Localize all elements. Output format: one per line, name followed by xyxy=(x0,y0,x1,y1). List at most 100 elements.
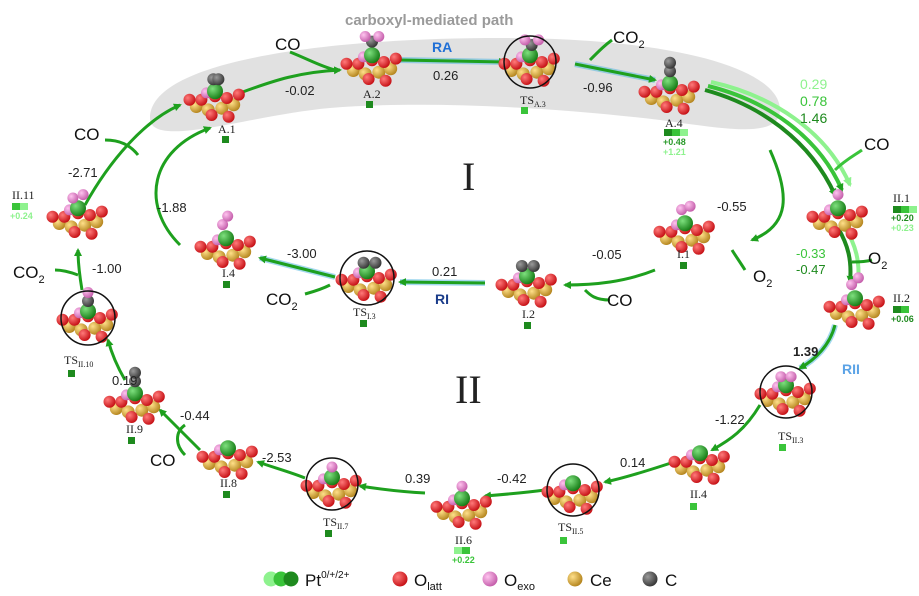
charge-ii1-a: +0.20 xyxy=(891,213,914,223)
marker-ii4 xyxy=(690,503,697,510)
legend-pt0-swatch xyxy=(283,571,299,587)
atom-o xyxy=(845,227,858,240)
atom-o xyxy=(677,102,690,115)
label-tsii10: TSII.10 xyxy=(64,353,93,369)
label-tsa3: TSA.3 xyxy=(520,93,546,109)
arrow-ii8-ii9 xyxy=(158,408,202,452)
atom-o xyxy=(776,403,789,415)
atom-o xyxy=(520,73,533,85)
atom-o xyxy=(340,57,353,70)
atom-e xyxy=(372,65,386,79)
marker-a4-2 xyxy=(680,129,688,136)
marker-ii11-0 xyxy=(12,203,20,210)
carboxyl-path-label: carboxyl-mediated path xyxy=(345,12,513,29)
atom-o xyxy=(705,454,718,466)
atom-e xyxy=(685,233,699,247)
atom-x xyxy=(456,480,468,492)
co-feed-a2 xyxy=(289,50,336,72)
atom-o xyxy=(675,84,688,96)
co2-label-ii10: CO2 xyxy=(13,263,45,286)
legend-pt: Pt0/+/2+ xyxy=(305,570,350,590)
atom-p xyxy=(522,47,538,64)
atom-o xyxy=(216,256,229,268)
legend-olatt-swatch xyxy=(392,571,408,587)
atom-o xyxy=(142,412,155,425)
atom-x xyxy=(217,219,229,231)
energy-ii6-ts7: 0.39 xyxy=(405,471,430,486)
ts-ii5-circle xyxy=(546,463,600,517)
energy-ts-a4: -0.96 xyxy=(583,80,613,95)
atom-o xyxy=(690,224,703,236)
atom-c xyxy=(527,260,540,272)
marker-tsii7 xyxy=(325,530,332,537)
charge-labels: +0.48 +1.21 +0.20 +0.23 +0.06 +0.22 +0.2… xyxy=(10,137,914,565)
atom-o xyxy=(580,502,593,515)
arrow-a2-tsa3-core xyxy=(399,57,507,66)
atom-o xyxy=(152,390,165,403)
atom-e xyxy=(786,395,800,409)
atom-p xyxy=(364,47,380,64)
atom-x xyxy=(359,31,371,42)
label-ii6: II.6 xyxy=(455,533,472,547)
energy-labels: -0.02 0.26 -0.96 0.29 0.78 1.46 -0.33 -0… xyxy=(68,68,827,486)
marker-tsii3 xyxy=(779,444,786,451)
atom-p xyxy=(565,475,581,492)
legend-oexo: Oexo xyxy=(504,571,535,591)
atom-o xyxy=(46,210,59,223)
cluster-ii6 xyxy=(430,480,492,530)
atom-o xyxy=(235,467,248,480)
co-feed-ii8 xyxy=(176,423,187,457)
atom-p xyxy=(80,303,96,320)
atom-o xyxy=(362,73,375,85)
marker-ii6-0 xyxy=(454,547,462,554)
co2-label-tsi3: CO2 xyxy=(266,290,298,313)
atom-o xyxy=(389,52,402,65)
atom-o xyxy=(860,299,873,311)
co-label-a1: CO xyxy=(74,125,100,144)
atom-o xyxy=(469,517,482,530)
atom-x xyxy=(832,189,844,201)
atom-o xyxy=(855,205,868,218)
atom-o xyxy=(828,226,841,238)
atom-c xyxy=(82,295,94,307)
marker-a4-1 xyxy=(672,129,680,136)
atom-o xyxy=(231,239,244,251)
marker-tsa3 xyxy=(521,107,528,114)
state-labels: A.1 A.2 TSA.3 A.4 I.1 I.2 TSI.3 I.4 II.1… xyxy=(12,87,910,547)
label-tsii3: TSII.3 xyxy=(778,429,803,445)
atom-p xyxy=(207,83,223,100)
o2-feed-ii2 xyxy=(851,258,873,264)
atom-x xyxy=(222,210,234,222)
arrow-ii11-a1 xyxy=(83,103,182,206)
ts-ii7-circle xyxy=(305,457,359,511)
label-a4: A.4 xyxy=(665,116,683,130)
atom-p xyxy=(692,445,708,462)
atom-o xyxy=(105,308,118,321)
label-ii8: II.8 xyxy=(220,476,237,490)
atom-e xyxy=(838,218,852,232)
co-label-i2: CO xyxy=(607,291,633,310)
atom-o xyxy=(653,225,666,238)
carboxyl-path-band xyxy=(150,38,780,132)
energy-ts7-ii8: -2.53 xyxy=(262,450,292,465)
atom-x xyxy=(77,189,89,201)
atom-x xyxy=(326,461,338,473)
atom-o xyxy=(430,500,443,513)
atom-o xyxy=(862,317,875,330)
charge-ii1-b: +0.23 xyxy=(891,223,914,233)
atom-o xyxy=(205,109,218,121)
atom-c xyxy=(212,73,225,86)
cluster-tsii10 xyxy=(56,287,118,343)
marker-a4-0 xyxy=(664,129,672,136)
marker-ii1-0 xyxy=(893,206,901,213)
o2-feed-i1 xyxy=(730,249,747,271)
co-label-a2: CO xyxy=(275,35,301,54)
atom-o xyxy=(125,411,138,423)
atom-o xyxy=(668,455,681,468)
atom-o xyxy=(68,226,81,238)
atom-o xyxy=(78,329,91,341)
atom-o xyxy=(534,295,547,308)
atom-x xyxy=(373,31,385,42)
